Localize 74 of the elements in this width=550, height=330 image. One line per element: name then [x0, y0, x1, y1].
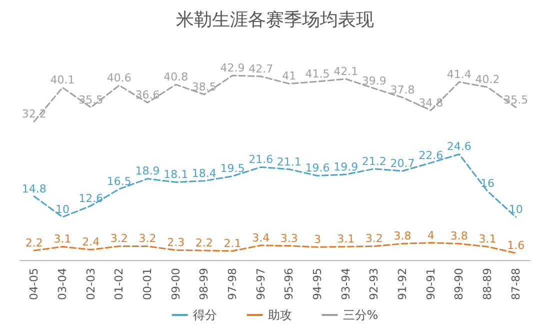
x-tick-label: 98-99: [198, 268, 211, 300]
data-label: 36.6: [135, 88, 160, 102]
data-label: 24.6: [446, 140, 472, 154]
x-tick-label: 00-01: [141, 268, 154, 300]
data-label: 3.2: [110, 232, 128, 246]
x-tick-label: 88-89: [481, 268, 494, 300]
data-label: 41.5: [305, 68, 330, 81]
data-label: 21.1: [276, 155, 302, 168]
data-label: 35.5: [504, 93, 528, 106]
data-label: 41: [282, 70, 296, 83]
data-label: 3: [314, 233, 321, 246]
x-tick-label: 02-03: [84, 268, 98, 300]
data-label: 3.1: [478, 232, 496, 246]
data-label: 3.3: [280, 232, 298, 245]
x-tick-label: 95-96: [282, 268, 296, 300]
data-label: 42.9: [220, 62, 245, 75]
data-label: 19.9: [334, 160, 358, 174]
data-label: 20.7: [390, 156, 415, 170]
data-label: 39.9: [362, 74, 386, 88]
data-label: 3.1: [54, 232, 72, 246]
x-tick-label: 01-02: [112, 268, 126, 300]
x-tick-label: 91-92: [396, 268, 409, 300]
data-label: 2.4: [82, 236, 100, 249]
data-label: 42.7: [248, 62, 274, 76]
data-label: 41.4: [446, 68, 472, 81]
data-label: 19.5: [220, 162, 245, 176]
x-tick-label: 99-00: [169, 268, 182, 300]
x-tick-label: 90-91: [424, 268, 438, 300]
data-label: 18.9: [135, 164, 160, 178]
data-label: 2.3: [167, 236, 185, 250]
legend-label: 三分%: [342, 308, 378, 322]
x-tick-label: 94-95: [311, 268, 324, 300]
x-tick-label: 04-05: [28, 268, 41, 300]
data-label: 22.6: [418, 148, 444, 162]
data-label: 21.2: [362, 154, 386, 168]
data-label: 32.2: [22, 108, 46, 121]
x-tick-label: 92-93: [368, 268, 381, 300]
data-label: 40.1: [50, 74, 75, 87]
data-label: 40.2: [475, 73, 500, 86]
data-label: 21.6: [248, 153, 274, 166]
legend-label: 助攻: [268, 308, 292, 322]
data-label: 19.6: [305, 162, 330, 175]
data-label: 38.5: [192, 80, 216, 94]
chart-title: 米勒生涯各赛季场均表现: [176, 10, 374, 30]
data-label: 16.5: [106, 175, 132, 188]
data-label: 3.1: [337, 232, 355, 246]
x-tick-label: 96-97: [254, 268, 268, 300]
data-label: 3.8: [450, 230, 468, 243]
data-label: 2.2: [25, 236, 43, 250]
data-label: 37.8: [390, 83, 415, 96]
data-label: 4: [427, 228, 434, 242]
x-tick-label: 97-98: [226, 268, 239, 300]
data-label: 42.1: [334, 64, 358, 78]
data-label: 2.1: [224, 236, 242, 250]
data-label: 14.8: [22, 182, 46, 196]
data-label: 40.6: [106, 71, 132, 84]
data-label: 3.2: [365, 232, 383, 246]
data-label: 1.6: [507, 239, 525, 252]
data-label: 16: [480, 177, 494, 190]
data-label: 3.2: [138, 232, 156, 246]
x-tick-label: 03-04: [56, 268, 69, 300]
data-label: 3.8: [394, 230, 412, 243]
data-label: 12.6: [78, 192, 104, 205]
x-tick-label: 87-88: [509, 268, 522, 300]
data-label: 18.1: [164, 168, 188, 182]
data-label: 10: [56, 203, 70, 216]
data-label: 3.4: [252, 231, 270, 244]
data-label: 18.4: [192, 166, 216, 180]
x-tick-label: 89-90: [452, 268, 466, 300]
data-label: 10: [508, 203, 523, 216]
x-tick-label: 93-94: [339, 268, 352, 300]
data-label: 2.2: [195, 236, 213, 250]
data-label: 40.8: [164, 70, 188, 84]
legend-label: 得分: [192, 308, 217, 322]
